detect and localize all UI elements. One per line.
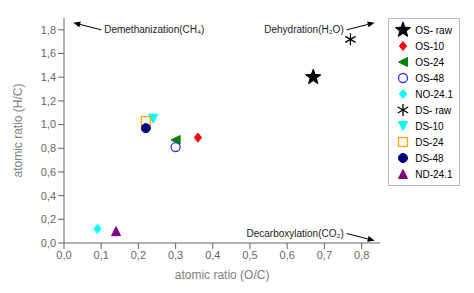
svg-text:atomic ratio (H/C): atomic ratio (H/C) [11,83,25,177]
html-text:DS- raw: DS- raw [415,104,452,116]
svg-text:1,8: 1,8 [41,24,56,36]
html-text:DS-48: DS-48 [415,152,444,164]
svg-text:1,4: 1,4 [41,71,56,83]
svg-text:0,7: 0,7 [317,249,332,261]
svg-text:0,8: 0,8 [354,249,369,261]
svg-text:atomic ratio (O/C): atomic ratio (O/C) [175,268,270,282]
svg-text:Dehydration(H₂O): Dehydration(H₂O) [264,24,343,35]
html-text:DS-24: DS-24 [415,136,444,148]
html-text:OS-10: OS-10 [415,40,445,52]
svg-text:0,8: 0,8 [41,142,56,154]
html-text:NO-24.1: NO-24.1 [415,88,453,100]
svg-text:Decarboxylation(CO₂): Decarboxylation(CO₂) [246,228,343,239]
svg-text:0,0: 0,0 [56,249,71,261]
svg-text:0,2: 0,2 [41,213,56,225]
svg-text:1,6: 1,6 [41,47,56,59]
svg-text:0,4: 0,4 [205,249,220,261]
svg-text:0,0: 0,0 [41,237,56,249]
html-text:OS-48: OS-48 [415,72,445,84]
svg-text:0,6: 0,6 [41,166,56,178]
svg-text:0,3: 0,3 [168,249,183,261]
svg-text:0,4: 0,4 [41,190,56,202]
svg-text:0,1: 0,1 [94,249,109,261]
svg-text:0,6: 0,6 [280,249,295,261]
html-text:DS-10: DS-10 [415,120,444,132]
svg-text:1,0: 1,0 [41,118,56,130]
svg-text:1,2: 1,2 [41,95,56,107]
svg-text:Demethanization(CH₄): Demethanization(CH₄) [104,24,204,35]
html-text:OS-24: OS-24 [415,56,445,68]
svg-text:0,2: 0,2 [131,249,146,261]
html-text:OS- raw: OS- raw [415,24,452,36]
html-text:ND-24.1: ND-24.1 [415,168,453,180]
svg-text:0,5: 0,5 [242,249,257,261]
